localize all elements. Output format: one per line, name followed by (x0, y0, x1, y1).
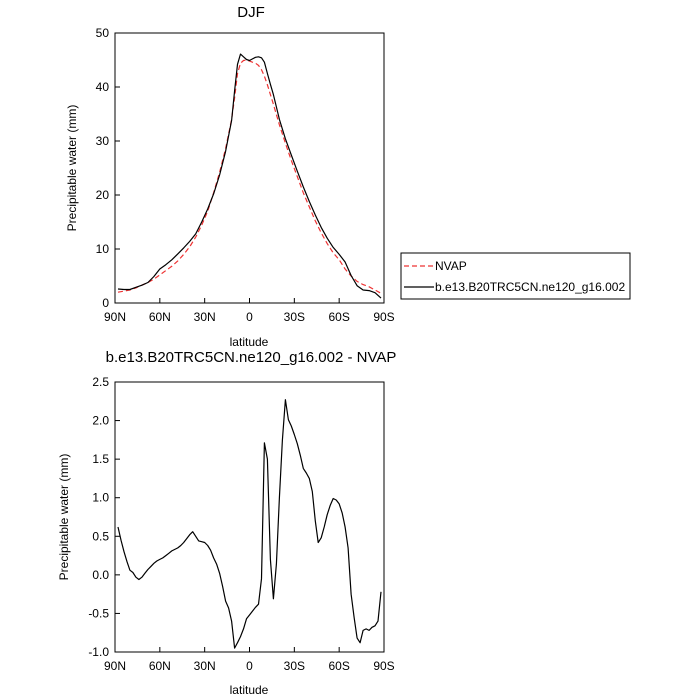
chart-diff-ytick-label: -1.0 (88, 645, 109, 659)
chart-diff-xticks: 90N 60N 30N 0 30S 60S 90S (104, 647, 395, 673)
chart-djf-ylabel: Precipitable water (mm) (65, 105, 79, 232)
chart-djf-series-line-0 (117, 59, 382, 294)
chart-djf-ytick-label: 10 (96, 242, 110, 256)
legend-box (400, 252, 631, 300)
chart-djf-xtick-label: 30N (194, 310, 216, 324)
chart-diff-series-line-0 (117, 399, 382, 649)
chart-diff-title: b.e13.B20TRC5CN.ne120_g16.002 - NVAP (106, 349, 397, 366)
chart-diff-xtick-label: 60S (328, 659, 349, 673)
chart-diff-lines (117, 399, 382, 649)
chart-diff: b.e13.B20TRC5CN.ne120_g16.002 - NVAP -1.… (57, 349, 396, 697)
chart-diff-xlabel: latitude (230, 683, 269, 697)
chart-djf-xticks: 90N 60N 30N 0 30S 60S 90S (104, 298, 395, 324)
legend: NVAP b.e13.B20TRC5CN.ne120_g16.002 (400, 252, 631, 300)
chart-djf-ytick-label: 30 (96, 134, 110, 148)
chart-diff-ytick-label: 0.0 (92, 568, 109, 582)
chart-djf-xtick-label: 30S (284, 310, 305, 324)
chart-djf-ytick-label: 50 (96, 26, 110, 40)
chart-djf-xtick-label: 60S (328, 310, 349, 324)
legend-label-model: b.e13.B20TRC5CN.ne120_g16.002 (435, 280, 625, 294)
chart-djf-series-line-1 (117, 53, 382, 299)
chart-djf-xtick-label: 60N (149, 310, 171, 324)
chart-djf-xtick-label: 90S (373, 310, 394, 324)
chart-diff-ytick-label: -0.5 (88, 606, 109, 620)
chart-djf-xlabel: latitude (230, 335, 269, 349)
chart-diff-xtick-label: 60N (149, 659, 171, 673)
chart-diff-ytick-label: 1.0 (92, 491, 109, 505)
chart-diff-ytick-label: 2.5 (92, 375, 109, 389)
chart-djf-ytick-label: 0 (102, 296, 109, 310)
chart-diff-ytick-label: 1.5 (92, 452, 109, 466)
chart-djf-yticks: 0 10 20 30 40 50 (96, 26, 120, 310)
chart-diff-ytick-label: 0.5 (92, 529, 109, 543)
chart-djf-xtick-label: 0 (246, 310, 253, 324)
chart-diff-xtick-label: 90N (104, 659, 126, 673)
chart-diff-xtick-label: 90S (373, 659, 394, 673)
chart-djf-plot-area (114, 32, 385, 304)
chart-diff-ylabel: Precipitable water (mm) (57, 454, 71, 581)
chart-diff-ytick-label: 2.0 (92, 414, 109, 428)
chart-djf-xtick-label: 90N (104, 310, 126, 324)
chart-diff-xtick-label: 30N (194, 659, 216, 673)
chart-djf: DJF 0 10 20 30 40 50 90N 60N 30N 0 30S 60S 90S lati… (65, 4, 395, 349)
chart-djf-ytick-label: 20 (96, 188, 110, 202)
chart-djf-lines (117, 53, 382, 299)
chart-djf-ytick-label: 40 (96, 80, 110, 94)
chart-djf-title: DJF (237, 4, 265, 21)
legend-label-nvap: NVAP (435, 259, 467, 273)
chart-diff-yticks: -1.0 -0.5 0.0 0.5 1.0 1.5 2.0 2.5 (88, 375, 120, 659)
chart-diff-xtick-label: 0 (246, 659, 253, 673)
chart-diff-xtick-label: 30S (284, 659, 305, 673)
chart-diff-plot-area (114, 381, 385, 653)
